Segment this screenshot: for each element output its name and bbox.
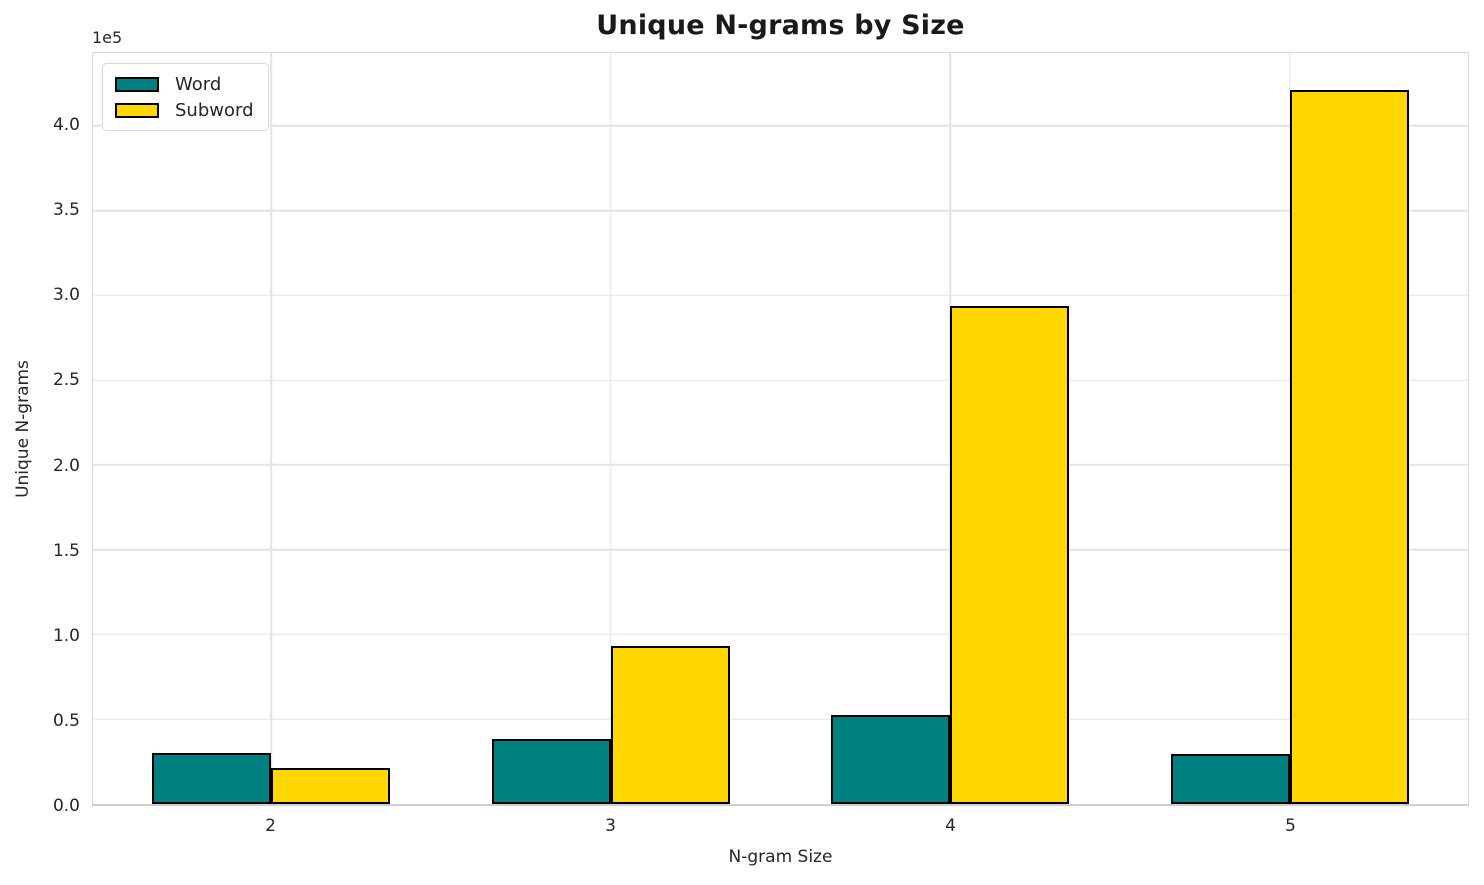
y-tick-label: 3.0: [52, 285, 80, 306]
y-tick-label: 3.5: [52, 200, 80, 221]
h-gridline: [93, 379, 1468, 381]
y-tick-label: 2.5: [52, 370, 80, 391]
bar-subword-4: [950, 305, 1070, 804]
bar-word-3: [491, 738, 611, 804]
h-gridline: [93, 548, 1468, 551]
v-gridline: [609, 53, 612, 804]
bar-subword-2: [271, 768, 391, 804]
v-gridline: [270, 53, 272, 804]
legend-swatch-word: [115, 76, 159, 92]
legend: Word Subword: [102, 63, 269, 131]
legend-label: Subword: [175, 99, 254, 121]
bar-word-5: [1170, 754, 1290, 804]
h-gridline: [93, 633, 1468, 636]
y-tick-labels: 0.0 0.5 1.0 1.5 2.0 2.5 3.0 3.5 4.0: [0, 52, 80, 816]
y-tick-label: 1.5: [52, 540, 80, 561]
h-gridline: [93, 125, 1468, 127]
y-tick-label: 0.5: [52, 710, 80, 731]
legend-label: Word: [175, 73, 222, 95]
x-tick-label: 5: [1285, 816, 1296, 836]
y-tick-label: 4.0: [52, 115, 80, 136]
legend-item: Word: [115, 71, 254, 97]
bar-subword-3: [610, 646, 730, 804]
chart-title: Unique N-grams by Size: [596, 10, 965, 41]
y-tick-label: 2.0: [52, 455, 80, 476]
plot-area: Word Subword: [92, 52, 1469, 806]
bar-subword-5: [1289, 90, 1409, 804]
legend-item: Subword: [115, 97, 254, 123]
bar-word-2: [152, 753, 272, 804]
h-gridline: [93, 464, 1468, 466]
h-gridline: [93, 209, 1468, 212]
y-axis-offset-label: 1e5: [92, 28, 123, 47]
h-gridline: [93, 294, 1468, 297]
x-tick-label: 2: [265, 816, 276, 836]
bar-word-4: [831, 715, 951, 804]
h-gridline: [93, 718, 1468, 720]
y-tick-label: 0.0: [52, 796, 80, 816]
x-tick-labels: 2 3 4 5: [92, 806, 1469, 842]
y-tick-label: 1.0: [52, 625, 80, 646]
x-tick-label: 4: [945, 816, 956, 836]
x-axis-label: N-gram Size: [728, 847, 833, 867]
x-tick-label: 3: [605, 816, 616, 836]
legend-swatch-subword: [115, 102, 159, 118]
